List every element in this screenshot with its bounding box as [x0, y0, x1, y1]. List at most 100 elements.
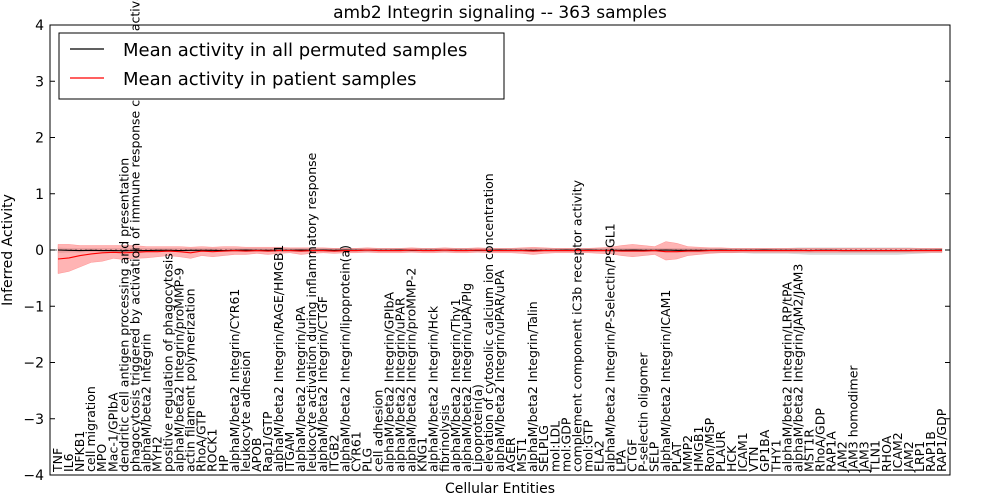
x-tick-label: ICAM2: [890, 432, 905, 472]
x-tick-label: MPO: [94, 444, 109, 472]
x-tick-label: RHOA: [879, 435, 894, 472]
x-tick-label: P-selectin oligomer: [636, 352, 651, 472]
x-tick-label: KNG1: [415, 437, 430, 472]
x-axis-label: Cellular Entities: [445, 481, 555, 497]
x-tick-label: RhoA/GTP: [194, 410, 209, 472]
x-tick-label: alphaM/beta2 Integrin/uPAR/uPA: [492, 270, 507, 472]
y-tick-label: −3: [23, 412, 44, 428]
y-axis: 4 3 2 1 0 −1 −2 −3 −4: [23, 18, 950, 484]
x-tick-label: HP: [216, 455, 231, 472]
y-axis-label: Inferred Activity: [0, 194, 16, 306]
x-tick-label: ITGB2: [326, 434, 341, 472]
x-tick-label: cell migration: [83, 386, 98, 472]
x-tick-label: dendritic cell antigen processing and pr…: [116, 158, 131, 472]
x-tick-label: alphaM/beta2 Integrin/uPAR: [393, 297, 408, 472]
y-tick-label: −1: [23, 299, 44, 315]
legend-entry-permuted: Mean activity in all permuted samples: [123, 40, 467, 61]
x-tick-label: JAM3: [857, 441, 872, 473]
x-tick-label: positive regulation of phagocytosis: [161, 253, 176, 472]
x-tick-label: TNF: [50, 448, 65, 473]
x-tick-label: Rap1/GTP: [260, 411, 275, 472]
x-tick-label: IL6: [61, 453, 76, 472]
x-tick-label: mol:GDP: [558, 417, 573, 472]
x-tick-label: phagocytosis triggered by activation of …: [127, 0, 142, 472]
x-tick-label: MMP2: [680, 435, 695, 472]
x-tick-label: Ron/MSP: [702, 417, 717, 472]
x-tick-label: MYH2: [149, 436, 164, 472]
x-tick-label: CTGF: [625, 439, 640, 472]
x-tick-label: Lipoprotein(a): [470, 384, 485, 472]
y-tick-label: −2: [23, 356, 44, 372]
x-tick-label: THY1: [768, 439, 783, 473]
x-tick-label: alphaM/beta2 Integrin/Thy1: [448, 298, 463, 472]
x-tick-label: RAP1A: [824, 431, 839, 472]
chart-title: amb2 Integrin signaling -- 363 samples: [333, 3, 667, 23]
y-tick-label: 1: [35, 187, 44, 203]
x-tick-label: alphaM/beta2 Integrin/Hck: [426, 305, 441, 472]
x-tick-label: alphaM/beta2 Integrin/JAM2/JAM3: [790, 264, 805, 472]
x-tick-label: fibrinolysis: [437, 405, 452, 472]
x-tick-label: ROCK1: [205, 429, 220, 472]
x-tick-label: APOB: [249, 437, 264, 472]
x-tick-label: JAM2: [901, 441, 916, 473]
x-tick-label: JAM3 homodimer: [846, 365, 861, 473]
y-tick-label: −4: [23, 468, 44, 484]
x-tick-label: PLAUR: [713, 431, 728, 472]
x-tick-label: RAP1/GDP: [934, 408, 949, 472]
y-tick-label: 4: [35, 18, 44, 34]
x-tick-label: alphaM/beta2 Integrin/proMMP-9: [172, 268, 187, 472]
x-tick-label: alphaM/beta2 Integrin/lipoprotein(a): [337, 245, 352, 472]
x-tick-label: alphaM/beta2 Integrin/uPA: [293, 306, 308, 472]
x-tick-label: PLAT: [669, 442, 684, 472]
x-tick-label: HMGB1: [691, 426, 706, 472]
patient-mean-line: [57, 249, 942, 260]
x-tick-label: LPA: [614, 449, 629, 472]
x-tick-label: alphaM/beta2 Integrin/GPIbA: [382, 292, 397, 472]
x-tick-label: HCK: [724, 445, 739, 472]
x-tick-label: RAP1B: [923, 431, 938, 472]
x-tick-label: MST1: [514, 438, 529, 472]
plot-area: [50, 241, 950, 274]
x-tick-label: ELA2: [592, 440, 607, 472]
x-tick-label: Mac-1/GPIbA: [105, 392, 120, 472]
x-tick-label: complement component iC3b receptor activ…: [569, 179, 584, 472]
x-tick-label: MST1R: [801, 429, 816, 472]
legend-entry-patient: Mean activity in patient samples: [123, 69, 417, 90]
legend-box: [58, 32, 505, 100]
x-tick-label: alphaM/beta2 Integrin/CYR61: [227, 289, 242, 472]
x-tick-label: SELP: [647, 441, 662, 472]
x-tick-label: AGER: [503, 437, 518, 472]
x-tick-label: cell adhesion: [371, 390, 386, 472]
x-tick-label: mol:GTP: [580, 420, 595, 472]
x-tick-label: alphaM/beta2 Integrin/RAGE/HMGB1: [271, 245, 286, 472]
x-tick-label: JAM2: [835, 441, 850, 473]
x-tick-label: alphaM/beta2 Integrin/proMMP-2: [404, 268, 419, 472]
x-tick-label: CYR61: [348, 431, 363, 472]
y-tick-label: 2: [35, 131, 44, 147]
x-tick-label: VTN: [746, 446, 761, 472]
x-tick-label: LRP1: [912, 441, 927, 472]
x-tick-label: RhoA/GDP: [813, 408, 828, 472]
x-tick-label: alphaM/beta2 Integrin/LRP/tPA: [779, 281, 794, 472]
x-tick-label: alphaM/beta2 Integrin: [138, 334, 153, 472]
x-tick-label: NFKB1: [72, 431, 87, 472]
x-tick-label: PLG: [359, 448, 374, 472]
x-tick-label: mol:LDL: [547, 421, 562, 472]
x-tick-label: TLN1: [868, 440, 883, 473]
x-tick-label: leukocyte adhesion: [238, 351, 253, 472]
y-tick-label: 3: [35, 74, 44, 90]
x-tick-label: leukocyte activation during inflammatory…: [304, 152, 319, 472]
x-tick-label: alphaM/beta2 Integrin/ICAM1: [658, 290, 673, 472]
x-tick-label: alphaM/beta2 Integrin/Talin: [525, 301, 540, 472]
x-tick-label: elevation of cytosolic calcium ion conce…: [481, 173, 496, 472]
x-tick-label: SELPLG: [536, 425, 551, 472]
legend: Mean activity in all permuted samples Me…: [58, 32, 505, 100]
x-tick-label: alphaM/beta2 Integrin/uPA/Plg: [459, 283, 474, 472]
x-tick-label: ITGAM: [282, 432, 297, 472]
x-tick-label: ICAM1: [735, 432, 750, 472]
x-tick-label: GP1BA: [757, 429, 772, 472]
x-tick-label: alphaM/beta2 Integrin/CTGF: [315, 296, 330, 472]
x-tick-label: actin filament polymerization: [183, 288, 198, 472]
